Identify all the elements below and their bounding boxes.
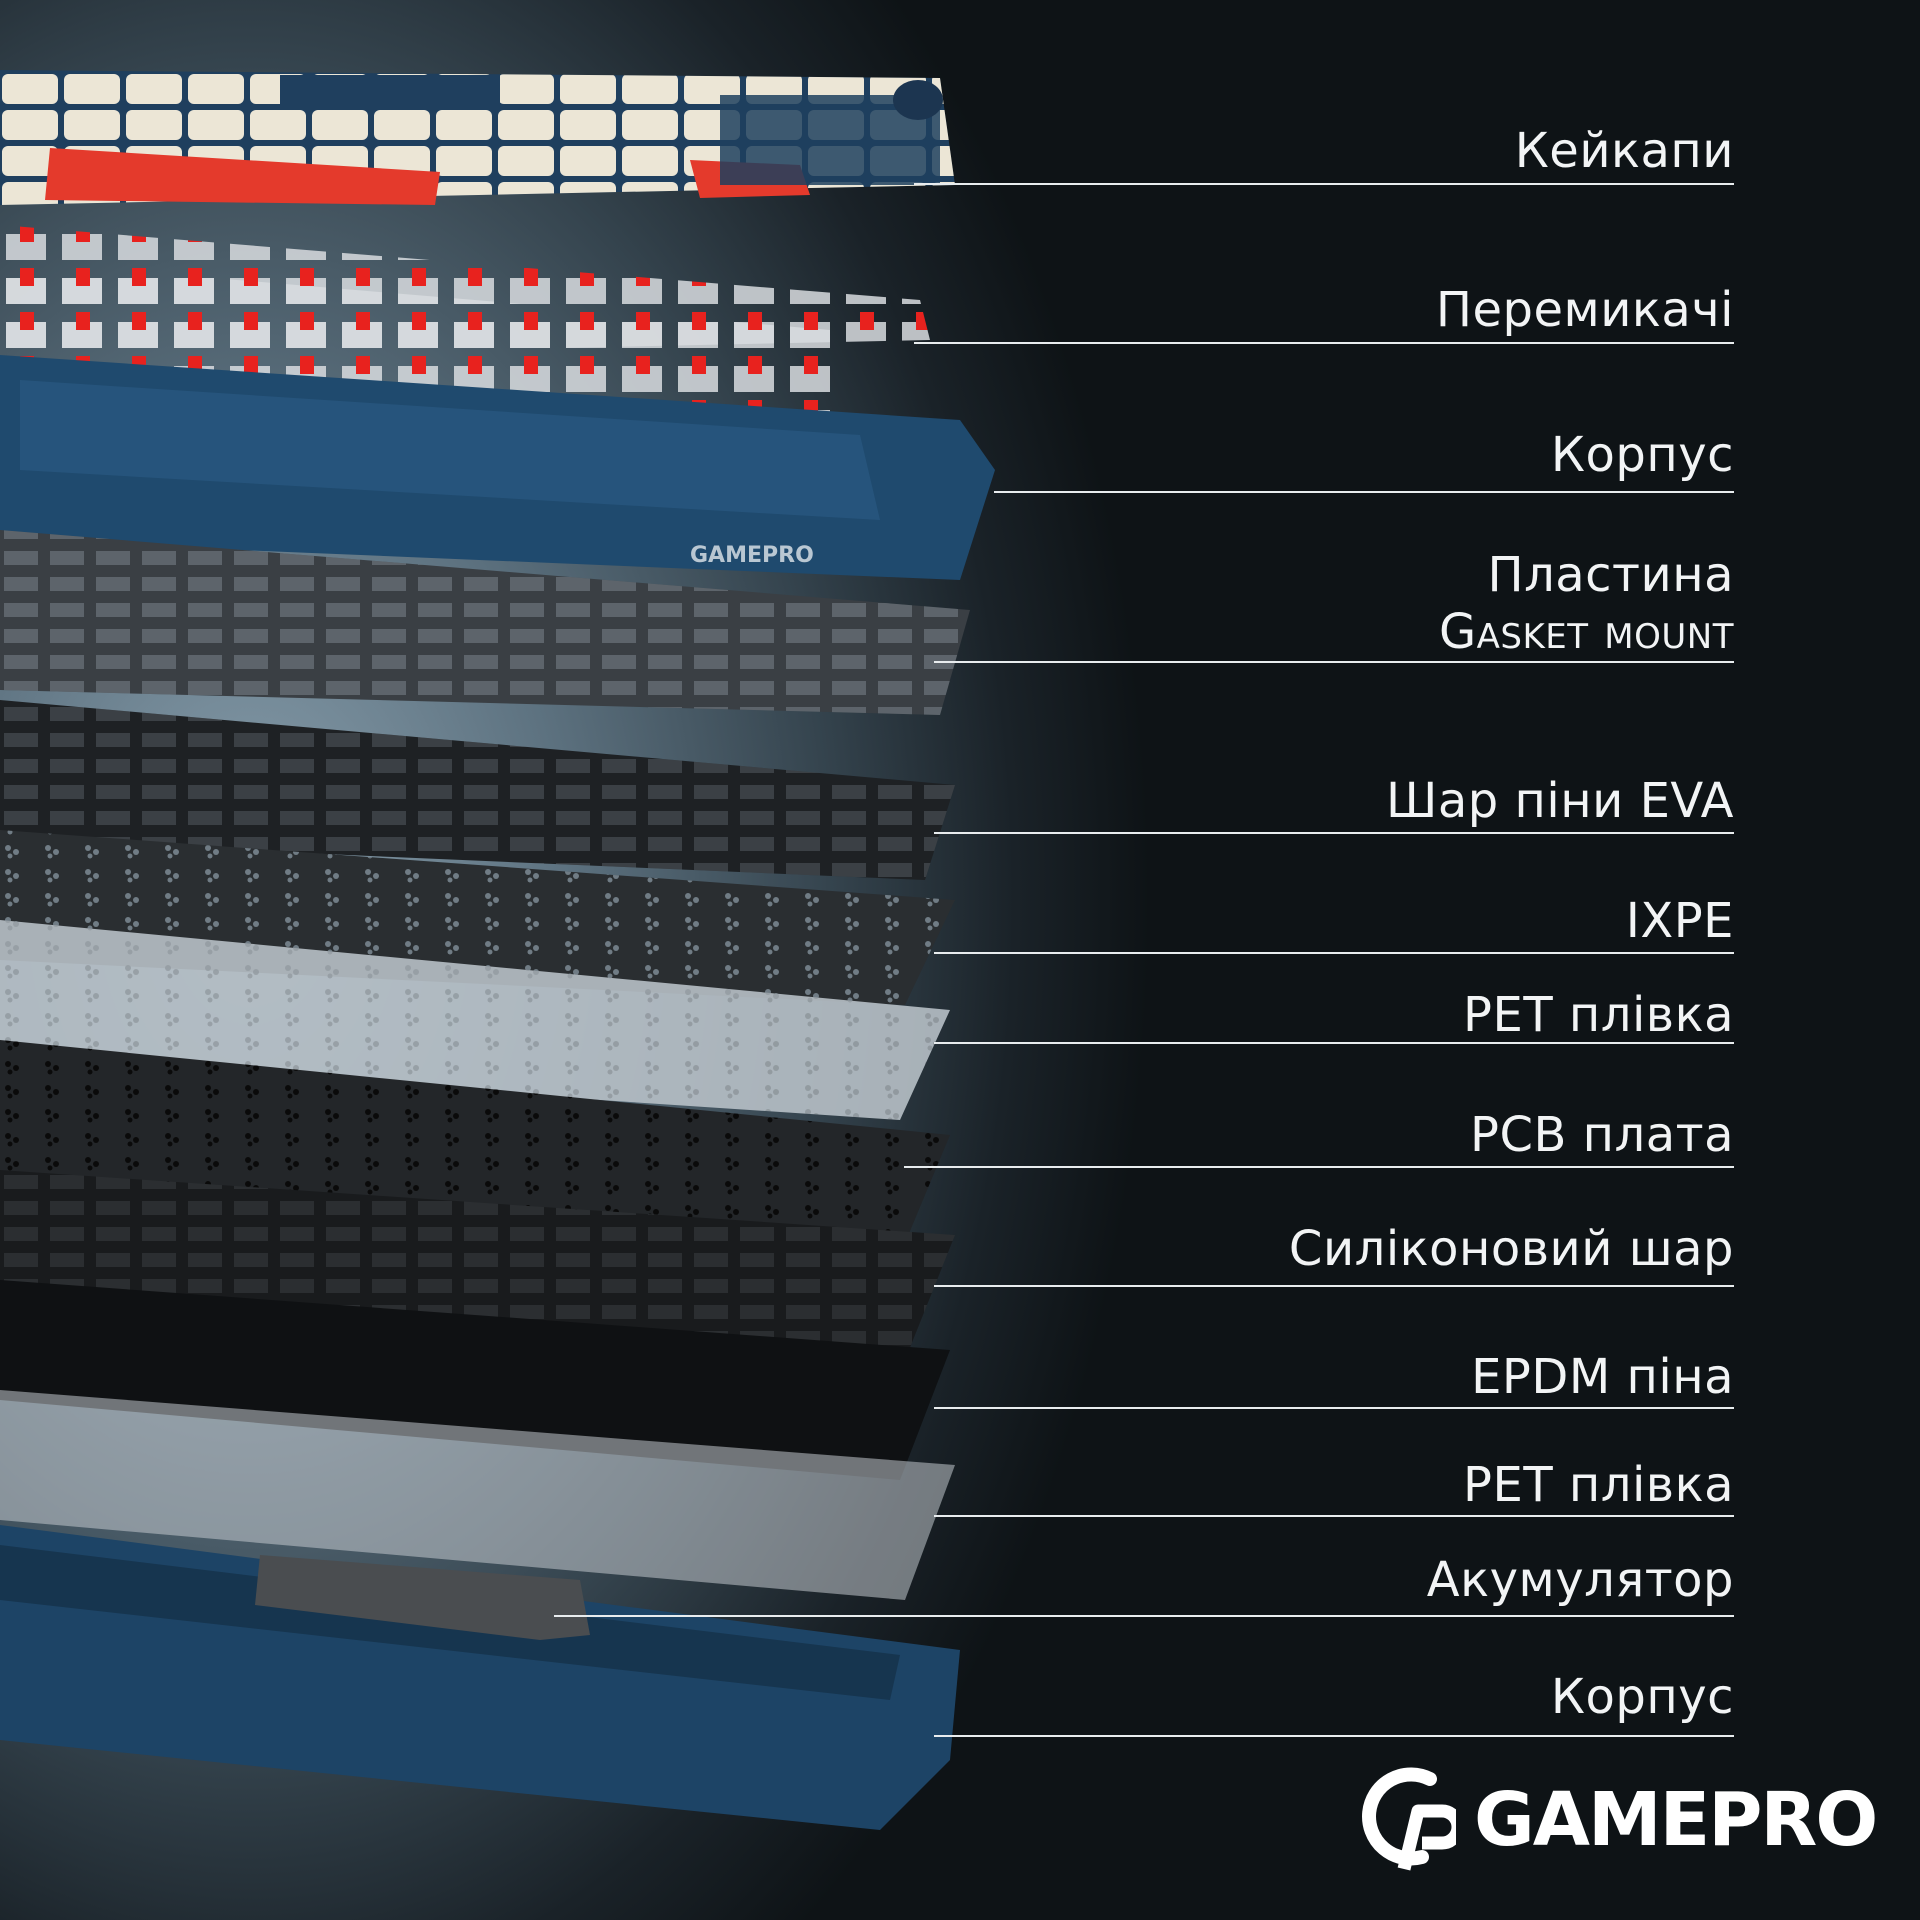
battery [255, 1555, 590, 1640]
label-pet-film-1: PET плівка [1463, 987, 1734, 1043]
top-case-layer: GAMEPRO [0, 355, 995, 580]
label-pet-film-2: PET плівка [1463, 1457, 1734, 1513]
label-keycaps: Кейкапи [1514, 123, 1734, 179]
gamepro-logo: GAMEPRO [1360, 1765, 1878, 1875]
label-plate-mount: Gasket mount [1438, 604, 1734, 660]
eva-foam-layer [0, 700, 955, 880]
leader-line-eva-foam [934, 832, 1734, 834]
label-bottom-case: Корпус [1550, 1669, 1734, 1725]
leader-line-switches [914, 342, 1734, 344]
keycaps-layer [0, 70, 955, 205]
leader-line-pet-film-2 [934, 1515, 1734, 1517]
leader-line-ixpe [934, 952, 1734, 954]
leader-line-plate [934, 661, 1734, 663]
leader-line-pcb [904, 1166, 1734, 1168]
label-pcb: PCB плата [1470, 1107, 1734, 1163]
gamepro-logo-icon [1362, 1767, 1456, 1871]
label-eva-foam: Шар піни EVA [1386, 773, 1734, 829]
label-plate: Пластина [1487, 547, 1734, 603]
label-silicone: Силіконовий шар [1288, 1221, 1734, 1277]
case-brand-print: GAMEPRO [690, 543, 814, 568]
label-top-case: Корпус [1550, 427, 1734, 483]
leader-line-battery [554, 1615, 1734, 1617]
label-ixpe: IXPE [1625, 893, 1734, 949]
label-epdm-foam: EPDM піна [1471, 1349, 1734, 1405]
leader-line-top-case [994, 491, 1734, 493]
leader-line-epdm-foam [934, 1407, 1734, 1409]
gamepro-logo-text: GAMEPRO [1474, 1777, 1878, 1863]
bottom-case-layer [0, 1525, 960, 1830]
label-switches: Перемикачі [1435, 282, 1734, 338]
silicone-layer [0, 1170, 955, 1360]
pet-film-layer-2 [0, 1390, 955, 1600]
plate-layer [0, 530, 970, 715]
leader-line-keycaps [914, 183, 1734, 185]
epdm-foam-layer [0, 1280, 950, 1480]
leader-line-silicone [934, 1285, 1734, 1287]
leader-line-bottom-case [934, 1735, 1734, 1737]
leader-line-pet-film-1 [934, 1042, 1734, 1044]
label-battery: Акумулятор [1426, 1552, 1734, 1608]
